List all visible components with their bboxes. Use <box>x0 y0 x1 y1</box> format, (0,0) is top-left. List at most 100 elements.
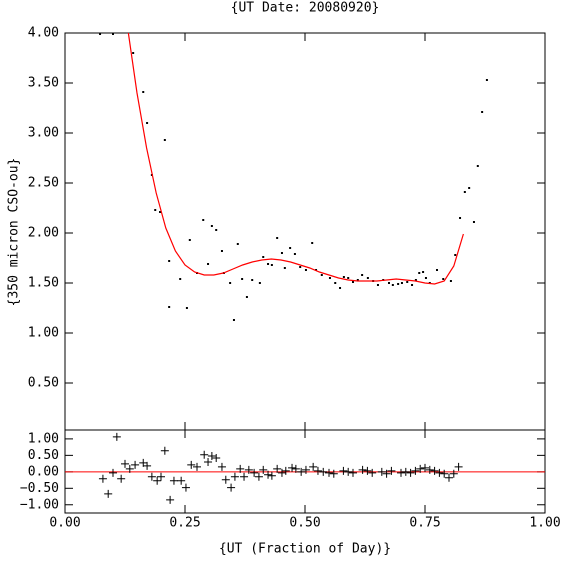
data-point <box>449 280 452 282</box>
residual-point <box>349 468 357 477</box>
residual-point <box>157 472 165 481</box>
data-point <box>304 269 307 271</box>
data-point <box>283 267 286 269</box>
residual-point <box>259 465 268 474</box>
residual-point <box>264 470 273 479</box>
residual-point <box>313 466 322 475</box>
residual-point <box>254 472 263 481</box>
residual-point <box>98 474 107 483</box>
residual-point <box>193 462 201 471</box>
residual-point <box>240 472 249 481</box>
data-point <box>311 242 314 244</box>
data-point <box>270 264 273 266</box>
data-point <box>472 221 475 223</box>
residual-point <box>112 432 121 441</box>
residual-point <box>153 476 162 485</box>
data-point <box>361 274 364 276</box>
residual-point <box>147 472 156 481</box>
x-tick-label: 0.25 <box>169 516 200 531</box>
data-point <box>459 217 462 219</box>
residual-point <box>187 460 196 469</box>
residual-point <box>207 452 216 461</box>
data-point <box>163 139 166 141</box>
residual-point <box>204 457 213 466</box>
data-point <box>400 282 403 284</box>
y-tick-label: 3.50 <box>28 76 59 91</box>
residual-point <box>227 483 236 492</box>
data-point <box>352 281 354 283</box>
residual-point <box>109 468 117 477</box>
data-point <box>132 52 135 54</box>
data-point <box>320 274 323 276</box>
data-point <box>342 276 345 278</box>
data-point <box>414 279 417 281</box>
data-point <box>159 211 162 213</box>
data-point <box>422 271 425 273</box>
data-point <box>185 307 188 309</box>
data-point <box>146 122 149 124</box>
residual-point <box>319 467 328 476</box>
residual-point <box>273 464 282 473</box>
y-tick-label: −1.00 <box>20 497 59 512</box>
y-tick-label: 1.00 <box>28 431 59 446</box>
residual-point <box>382 469 391 478</box>
data-point <box>468 187 471 189</box>
residual-point <box>449 469 458 478</box>
fit-line <box>127 32 464 285</box>
residual-point <box>297 467 306 476</box>
data-point <box>202 219 205 221</box>
residual-point <box>160 446 169 455</box>
residual-point <box>143 461 152 470</box>
residual-point <box>221 475 230 484</box>
residual-point <box>277 468 286 477</box>
residual-point <box>358 465 367 474</box>
residual-point <box>425 465 434 474</box>
data-point <box>280 252 283 254</box>
residual-point <box>117 474 126 483</box>
residual-point <box>397 468 405 477</box>
residual-point <box>177 476 186 485</box>
data-point <box>168 260 171 262</box>
residual-point <box>281 466 290 475</box>
data-point <box>454 254 457 256</box>
residual-point <box>363 466 372 475</box>
data-point <box>397 283 400 285</box>
residual-point <box>230 472 239 481</box>
residual-point <box>166 495 175 504</box>
y-tick-label: 2.50 <box>28 176 59 191</box>
residual-point <box>121 459 129 468</box>
residual-point <box>288 463 297 472</box>
residual-point <box>250 468 259 477</box>
data-point <box>220 250 223 252</box>
data-point <box>424 277 427 279</box>
residual-point <box>368 468 377 477</box>
data-point <box>299 266 302 268</box>
data-point <box>179 278 182 280</box>
y-tick-label: 1.00 <box>28 326 59 341</box>
data-point <box>276 237 279 239</box>
data-point <box>388 282 390 284</box>
residual-point <box>267 471 276 480</box>
data-point <box>366 277 369 279</box>
residual-point <box>309 462 318 471</box>
residual-point <box>181 483 190 492</box>
residual-point <box>301 465 310 474</box>
residual-point <box>131 460 140 469</box>
residual-point <box>212 453 221 462</box>
data-point <box>267 263 270 265</box>
data-point <box>406 281 409 283</box>
data-point <box>229 282 232 284</box>
residual-point <box>401 467 410 476</box>
residual-point <box>291 464 300 473</box>
x-tick-label: 0.50 <box>289 516 320 531</box>
data-point <box>339 287 342 289</box>
residual-point <box>325 468 333 477</box>
residual-point <box>411 466 420 475</box>
residual-point <box>387 466 396 475</box>
data-point <box>485 79 488 81</box>
residual-point <box>339 466 348 475</box>
data-point <box>168 306 171 308</box>
data-point <box>245 296 248 298</box>
x-tick-label: 1.00 <box>529 516 560 531</box>
